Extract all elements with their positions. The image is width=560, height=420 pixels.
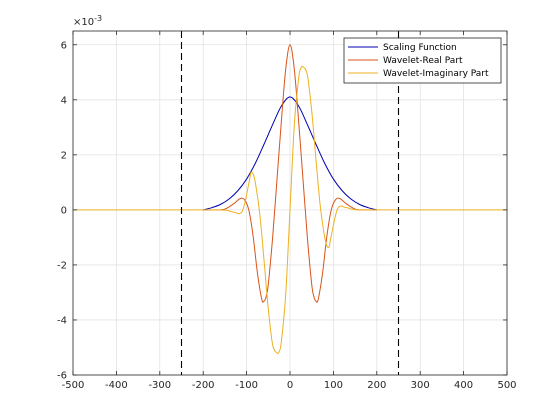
- y-ticks: -6 -4 -2 0 2 4 6: [57, 40, 507, 382]
- x-tick-label: 200: [367, 380, 386, 391]
- series-layer: [73, 44, 507, 355]
- vertical-dashed-lines: [180, 31, 400, 375]
- legend-entry: Wavelet-Imaginary Part: [383, 69, 489, 79]
- x-tick-label: 400: [454, 380, 473, 391]
- x-tick-label: 500: [497, 380, 516, 391]
- x-tick-label: -300: [148, 380, 171, 391]
- y-tick-label: -4: [57, 315, 67, 326]
- y-tick-label: 6: [61, 40, 67, 51]
- x-tick-label: -200: [192, 380, 215, 391]
- legend: Scaling Function Wavelet-Real Part Wavelet…: [343, 37, 502, 84]
- x-tick-label: 100: [324, 380, 343, 391]
- series-line-2: [203, 44, 377, 303]
- y-tick-label: 0: [61, 205, 67, 216]
- y-exponent-base: ×10: [73, 17, 94, 28]
- x-tick-label: -500: [62, 380, 85, 391]
- legend-entry: Wavelet-Real Part: [383, 56, 463, 66]
- series-line-1: [203, 96, 377, 211]
- x-ticks: -500 -400 -300 -200 -100 0 100 200 300 400 500: [62, 31, 517, 391]
- y-tick-label: -6: [57, 371, 67, 382]
- x-tick-label: -400: [105, 380, 128, 391]
- x-tick-label: 0: [287, 380, 293, 391]
- x-tick-label: 300: [411, 380, 430, 391]
- y-exponent-label: ×10-3: [73, 14, 102, 28]
- y-exponent-power: -3: [94, 14, 102, 23]
- y-tick-label: 2: [61, 150, 67, 161]
- y-tick-label: 4: [61, 95, 67, 106]
- y-tick-label: -2: [57, 260, 67, 271]
- x-tick-label: -100: [235, 380, 258, 391]
- series-line-3: [203, 65, 377, 355]
- legend-entry: Scaling Function: [383, 43, 457, 53]
